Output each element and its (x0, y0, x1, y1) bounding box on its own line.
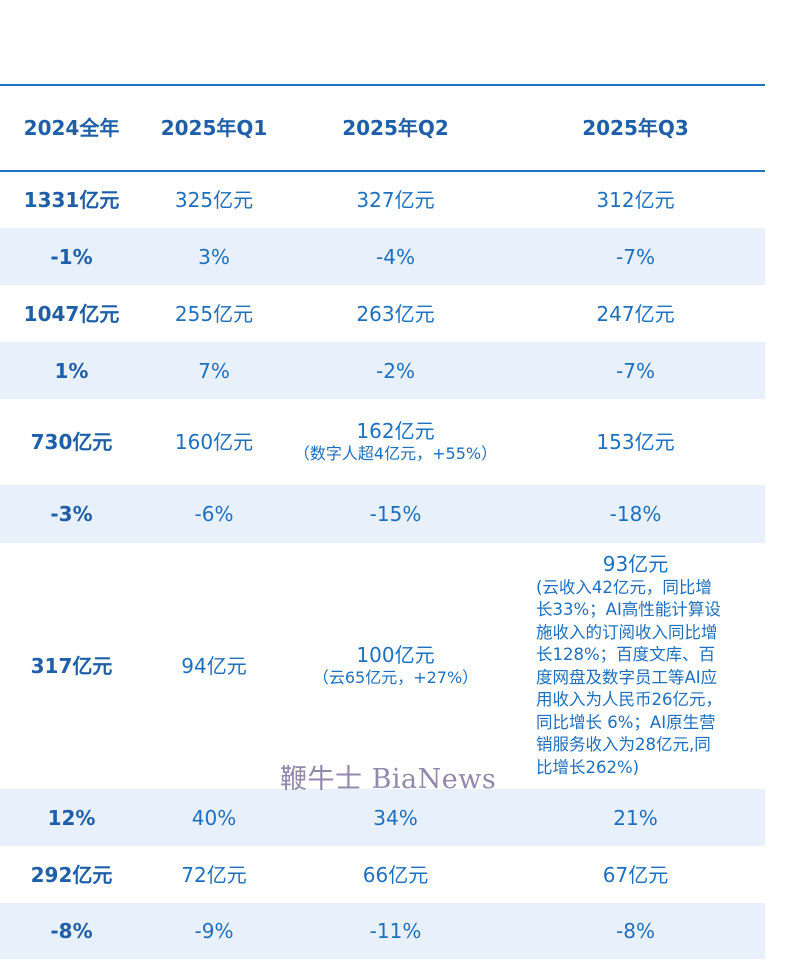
cell-q3: 67亿元 (602, 862, 669, 887)
bianews-watermark: 鞭牛士 BiaNews (280, 764, 497, 795)
cell-q1: 40% (191, 805, 237, 830)
table-row: 1% 7% -2% -7% (0, 342, 765, 399)
cell-q3-note-line: 施收入的订阅收入同比增 (536, 622, 718, 642)
cell-q3-note-line: 长128%；百度文库、百 (536, 645, 716, 665)
cell-2024: -3% (50, 502, 93, 526)
cell-q2: 66亿元 (362, 862, 429, 887)
table-row: 1331亿元 325亿元 327亿元 312亿元 (0, 172, 765, 228)
cell-q2-note: （数字人超4亿元，+55%） (293, 444, 498, 463)
cell-q3: 247亿元 (596, 301, 675, 326)
cell-q2: -4% (376, 244, 415, 269)
cell-q3-note-line: 销服务收入为28亿元,同 (536, 735, 711, 755)
cell-q3: 21% (613, 805, 658, 830)
cell-q1: 7% (198, 358, 230, 383)
cell-q3: 153亿元 (596, 430, 675, 454)
cell-q3: 93亿元 (云收入42亿元，同比增 长33%；AI高性能计算设 施收入的订阅收入… (506, 553, 765, 780)
cell-2024: 1331亿元 (23, 188, 120, 212)
cell-q2: 34% (373, 805, 418, 830)
table-row: -1% 3% -4% -7% (0, 228, 765, 285)
cell-q3: -7% (616, 358, 655, 383)
header-2024: 2024全年 (23, 116, 120, 140)
cell-2024: 1047亿元 (23, 301, 120, 326)
cell-q3: 312亿元 (596, 188, 675, 212)
cell-q2-note: （云65亿元，+27%） (312, 668, 479, 687)
table-row: 292亿元 72亿元 66亿元 67亿元 (0, 846, 765, 903)
cell-q1: 94亿元 (181, 654, 247, 678)
cell-q3-value: 93亿元 (602, 551, 669, 576)
table-row: 1047亿元 255亿元 263亿元 247亿元 (0, 285, 765, 342)
table-header: 2024全年 2025年Q1 2025年Q2 2025年Q3 (0, 86, 765, 172)
cell-q2: 162亿元 （数字人超4亿元，+55%） (285, 420, 506, 464)
header-2025-q1: 2025年Q1 (160, 116, 268, 140)
cell-2024: -1% (50, 244, 93, 269)
header-2025-q3: 2025年Q3 (582, 116, 689, 140)
table-row: -8% -9% -11% -8% (0, 903, 765, 959)
table-row: 730亿元 160亿元 162亿元 （数字人超4亿元，+55%） 153亿元 (0, 399, 765, 485)
cell-q2-value: 100亿元 (356, 643, 435, 667)
cell-2024: 12% (47, 805, 96, 830)
cell-q3-note-line: 同比增长 6%；AI原生营 (536, 712, 716, 732)
cell-2024: 292亿元 (30, 862, 113, 887)
cell-q2: 327亿元 (356, 188, 435, 212)
table-row: 317亿元 94亿元 100亿元 （云65亿元，+27%） 93亿元 (云收入4… (0, 543, 765, 789)
header-2025-q2: 2025年Q2 (342, 116, 449, 140)
cell-q2-value: 162亿元 (356, 419, 435, 443)
cell-q2: -11% (369, 919, 422, 943)
table-row: 12% 40% 34% 21% (0, 789, 765, 846)
cell-q3: -8% (616, 919, 655, 943)
cell-q3: -7% (616, 244, 655, 269)
financial-table: 2024全年 2025年Q1 2025年Q2 2025年Q3 1331亿元 32… (0, 84, 765, 959)
cell-q2: -15% (369, 502, 422, 526)
cell-q1: -9% (194, 919, 234, 943)
cell-q2: 263亿元 (356, 301, 435, 326)
cell-q1: 255亿元 (174, 301, 254, 326)
cell-q1: 3% (198, 244, 230, 269)
cell-q1: -6% (194, 502, 234, 526)
cell-q2: -2% (376, 358, 415, 383)
cell-q3-note-line: (云收入42亿元，同比增 (536, 577, 712, 597)
table-row: -3% -6% -15% -18% (0, 485, 765, 543)
cell-q3-note-line: 度网盘及数字员工等AI应 (536, 667, 718, 687)
cell-2024: 1% (54, 358, 89, 383)
cell-q2: 100亿元 （云65亿元，+27%） (285, 644, 506, 688)
cell-q3-note-line: 比增长262%) (536, 757, 640, 777)
cell-q1: 325亿元 (174, 188, 254, 212)
cell-q3-note-line: 用收入为人民币26亿元， (536, 690, 722, 710)
cell-2024: -8% (50, 919, 93, 943)
cell-q3-note-line: 长33%；AI高性能计算设 (536, 600, 721, 620)
cell-q3: -18% (609, 502, 662, 526)
cell-2024: 317亿元 (30, 654, 113, 678)
cell-q1: 72亿元 (181, 862, 247, 887)
cell-2024: 730亿元 (30, 430, 113, 454)
cell-q1: 160亿元 (174, 430, 254, 454)
